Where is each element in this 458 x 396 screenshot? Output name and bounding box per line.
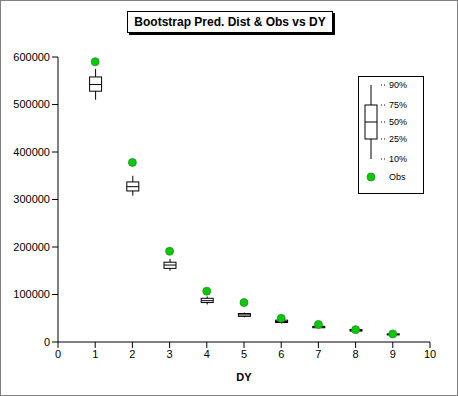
svg-text:50%: 50% — [389, 117, 407, 127]
svg-text:6: 6 — [278, 348, 284, 360]
svg-text:600000: 600000 — [13, 51, 50, 63]
svg-text:10: 10 — [424, 348, 436, 360]
svg-text:0: 0 — [55, 348, 61, 360]
svg-text:1: 1 — [92, 348, 98, 360]
svg-text:9: 9 — [390, 348, 396, 360]
html-text:Bootstrap Pred. Dist & Obs vs: Bootstrap Pred. Dist & Obs vs DY — [134, 15, 326, 29]
svg-text:25%: 25% — [389, 134, 407, 144]
svg-text:400000: 400000 — [13, 146, 50, 158]
svg-text:Obs: Obs — [389, 172, 406, 182]
svg-text:7: 7 — [315, 348, 321, 360]
svg-text:4: 4 — [204, 348, 210, 360]
svg-text:2: 2 — [129, 348, 135, 360]
svg-text:8: 8 — [353, 348, 359, 360]
svg-text:200000: 200000 — [13, 241, 50, 253]
svg-text:3: 3 — [167, 348, 173, 360]
svg-text:90%: 90% — [389, 80, 407, 90]
svg-text:10%: 10% — [389, 154, 407, 164]
svg-text:0: 0 — [44, 336, 50, 348]
svg-text:5: 5 — [241, 348, 247, 360]
svg-text:DY: DY — [236, 371, 252, 383]
svg-text:75%: 75% — [389, 100, 407, 110]
svg-text:500000: 500000 — [13, 98, 50, 110]
svg-text:300000: 300000 — [13, 193, 50, 205]
svg-text:100000: 100000 — [13, 288, 50, 300]
